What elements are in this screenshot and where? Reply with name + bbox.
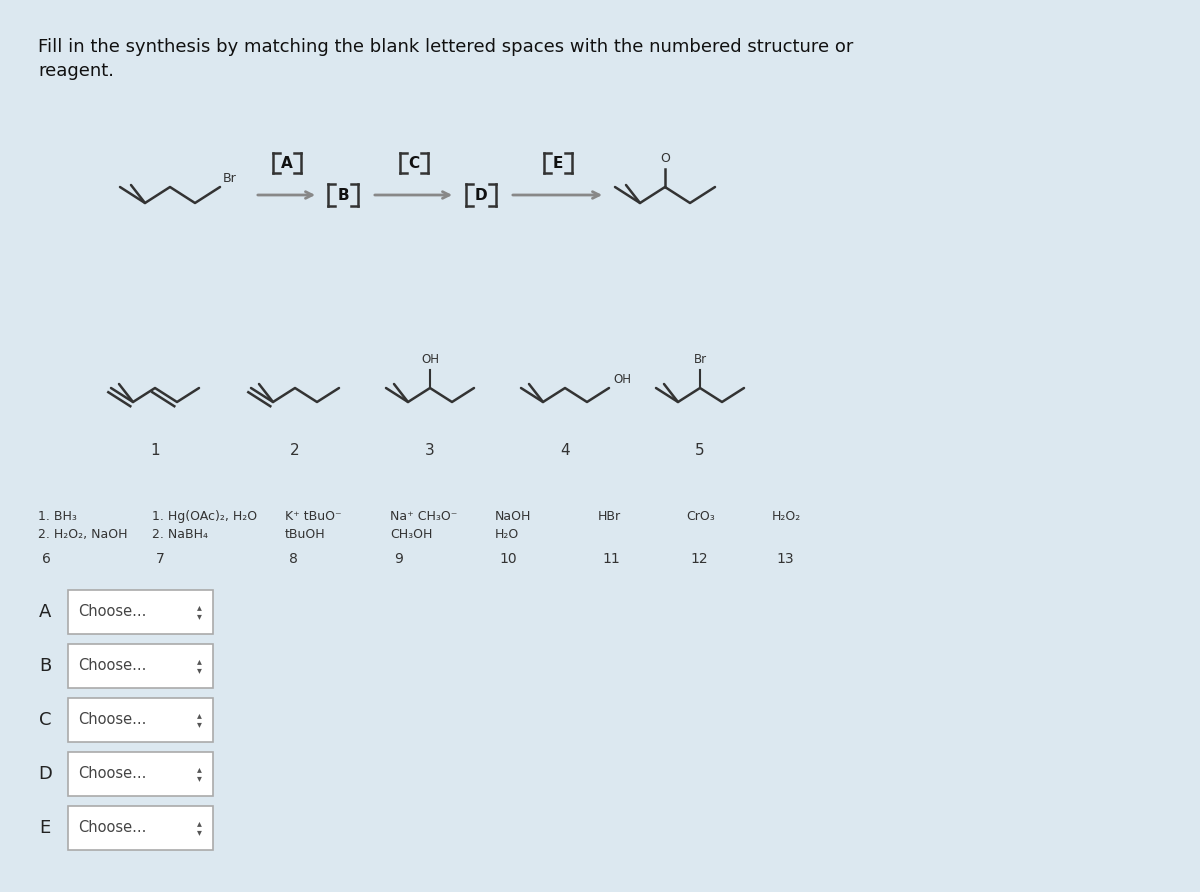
Text: OH: OH bbox=[613, 373, 631, 386]
Text: 3: 3 bbox=[425, 443, 434, 458]
Text: 2. NaBH₄: 2. NaBH₄ bbox=[152, 528, 208, 541]
Text: Choose...: Choose... bbox=[78, 766, 146, 781]
Text: A: A bbox=[281, 155, 293, 170]
Text: H₂O₂: H₂O₂ bbox=[772, 510, 802, 523]
Text: D: D bbox=[475, 187, 487, 202]
Text: Choose...: Choose... bbox=[78, 821, 146, 836]
FancyBboxPatch shape bbox=[68, 644, 214, 688]
Text: 1. Hg(OAc)₂, H₂O: 1. Hg(OAc)₂, H₂O bbox=[152, 510, 257, 523]
Text: 7: 7 bbox=[156, 552, 164, 566]
Text: 11: 11 bbox=[602, 552, 619, 566]
Text: Br: Br bbox=[694, 353, 707, 366]
Text: Na⁺ CH₃O⁻: Na⁺ CH₃O⁻ bbox=[390, 510, 457, 523]
Text: 12: 12 bbox=[690, 552, 708, 566]
Text: tBuOH: tBuOH bbox=[286, 528, 325, 541]
Text: NaOH: NaOH bbox=[496, 510, 532, 523]
Text: Fill in the synthesis by matching the blank lettered spaces with the numbered st: Fill in the synthesis by matching the bl… bbox=[38, 38, 853, 56]
Text: OH: OH bbox=[421, 353, 439, 366]
Text: E: E bbox=[552, 155, 563, 170]
Text: B: B bbox=[337, 187, 349, 202]
Text: ▴
▾: ▴ ▾ bbox=[197, 657, 202, 675]
FancyBboxPatch shape bbox=[68, 698, 214, 742]
Text: reagent.: reagent. bbox=[38, 62, 114, 80]
FancyBboxPatch shape bbox=[68, 806, 214, 850]
Text: CrO₃: CrO₃ bbox=[686, 510, 715, 523]
Text: ▴
▾: ▴ ▾ bbox=[197, 818, 202, 838]
Text: C: C bbox=[408, 155, 419, 170]
Text: 9: 9 bbox=[394, 552, 403, 566]
Text: 2. H₂O₂, NaOH: 2. H₂O₂, NaOH bbox=[38, 528, 127, 541]
Text: ▴
▾: ▴ ▾ bbox=[197, 602, 202, 622]
Text: 5: 5 bbox=[695, 443, 704, 458]
Text: C: C bbox=[38, 711, 52, 729]
Text: 4: 4 bbox=[560, 443, 570, 458]
Text: K⁺ tBuO⁻: K⁺ tBuO⁻ bbox=[286, 510, 342, 523]
Text: H₂O: H₂O bbox=[496, 528, 520, 541]
Text: Br: Br bbox=[223, 172, 236, 185]
Text: 10: 10 bbox=[499, 552, 517, 566]
FancyBboxPatch shape bbox=[68, 590, 214, 634]
Text: Choose...: Choose... bbox=[78, 658, 146, 673]
Text: A: A bbox=[38, 603, 52, 621]
Text: Choose...: Choose... bbox=[78, 605, 146, 620]
Text: D: D bbox=[38, 765, 52, 783]
Text: ▴
▾: ▴ ▾ bbox=[197, 710, 202, 730]
Text: 8: 8 bbox=[289, 552, 298, 566]
Text: HBr: HBr bbox=[598, 510, 622, 523]
Text: E: E bbox=[40, 819, 50, 837]
Text: O: O bbox=[660, 152, 670, 165]
Text: ▴
▾: ▴ ▾ bbox=[197, 764, 202, 783]
Text: 1: 1 bbox=[150, 443, 160, 458]
Text: Choose...: Choose... bbox=[78, 713, 146, 728]
Text: 13: 13 bbox=[776, 552, 793, 566]
Text: 2: 2 bbox=[290, 443, 300, 458]
Text: 1. BH₃: 1. BH₃ bbox=[38, 510, 77, 523]
Text: 6: 6 bbox=[42, 552, 50, 566]
Text: CH₃OH: CH₃OH bbox=[390, 528, 432, 541]
Text: B: B bbox=[38, 657, 52, 675]
FancyBboxPatch shape bbox=[68, 752, 214, 796]
